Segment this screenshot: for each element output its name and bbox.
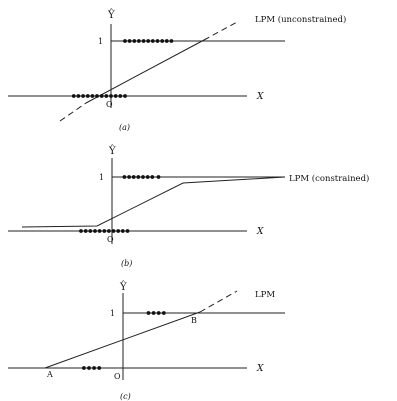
origin-label: O (106, 100, 113, 109)
observation-point-y1 (161, 311, 166, 315)
x-axis-label: X (256, 227, 264, 237)
observation-point-y1 (141, 39, 146, 43)
observation-point-y1 (150, 39, 155, 43)
observation-point-y0 (125, 229, 130, 233)
y-axis-label: Ŷ (108, 145, 116, 157)
observation-point-y0 (88, 229, 93, 233)
observation-point-y0 (107, 229, 111, 233)
y-axis-label: Ŷ (107, 9, 115, 21)
observation-point-y0 (83, 229, 88, 233)
observation-point-y0 (113, 94, 118, 98)
fitted-line (44, 311, 201, 369)
observation-point-y1 (151, 311, 156, 315)
observation-point-y0 (95, 94, 99, 98)
observation-point-y1 (169, 39, 174, 43)
observation-point-y1 (132, 39, 137, 43)
observation-point-y1 (164, 39, 169, 43)
observation-point-y1 (123, 39, 127, 43)
observation-point-y1 (150, 175, 155, 179)
observation-point-y1 (127, 175, 131, 179)
observation-point-y1 (146, 39, 151, 43)
y-tick-one-label: 1 (110, 309, 115, 318)
observation-point-y1 (156, 311, 161, 315)
observation-point-y0 (111, 229, 116, 233)
y-tick-one-label: 1 (99, 173, 104, 182)
observation-point-y1 (141, 175, 145, 179)
fitted-line-dashed-lower (59, 102, 87, 122)
panel-label: (b) (121, 259, 132, 268)
fitted-line (85, 39, 205, 104)
x-axis-label: X (256, 364, 264, 374)
observation-point-y1 (131, 175, 136, 179)
observation-point-y0 (85, 94, 90, 98)
observation-point-y0 (99, 94, 104, 98)
observation-point-y1 (156, 175, 161, 179)
observation-point-y0 (90, 94, 95, 98)
fitted-line (21, 176, 286, 228)
point-label-a: A (46, 370, 53, 379)
observations-at-one (146, 311, 166, 315)
observation-point-y0 (116, 229, 121, 233)
observation-point-y1 (137, 39, 141, 43)
observation-point-y1 (145, 175, 150, 179)
point-label-b: B (191, 316, 197, 325)
observation-point-y0 (93, 229, 97, 233)
observations-at-one (123, 39, 174, 43)
observation-point-y1 (155, 39, 160, 43)
observation-point-y0 (92, 366, 96, 370)
y-tick-one-label: 1 (98, 37, 103, 46)
observations-at-zero (82, 366, 102, 370)
line-label: LPM (constrained) (289, 173, 369, 184)
observation-point-y1 (146, 311, 151, 315)
panel-b: Ŷ X 1 O LPM (constrained) (b) (8, 145, 369, 268)
x-axis-label: X (256, 92, 264, 102)
observation-point-y1 (160, 39, 165, 43)
panel-label: (a) (119, 123, 130, 132)
line-label: LPM (255, 290, 275, 300)
observation-point-y0 (109, 94, 113, 98)
fitted-line-dashed-upper (199, 290, 238, 313)
panel-label: (c) (120, 392, 131, 401)
observation-point-y1 (122, 175, 127, 179)
observation-point-y0 (81, 94, 85, 98)
observation-point-y0 (123, 94, 127, 98)
observation-point-y0 (104, 94, 109, 98)
observation-point-y0 (71, 94, 76, 98)
observation-point-y0 (118, 94, 123, 98)
observation-point-y0 (97, 229, 102, 233)
observation-point-y1 (136, 175, 141, 179)
observations-at-one (122, 175, 161, 179)
panel-c: Ŷ X 1 O LPM A B (c) (8, 281, 285, 401)
fitted-line-dashed-upper (203, 20, 240, 41)
observation-point-y0 (102, 229, 107, 233)
origin-label: O (107, 235, 114, 244)
observation-point-y0 (120, 229, 125, 233)
panel-a: Ŷ X 1 O LPM (unconstrained) (a) (8, 9, 346, 132)
observation-point-y0 (76, 94, 81, 98)
y-axis-label: Ŷ (119, 281, 127, 293)
observations-at-zero (79, 229, 130, 233)
observations-at-zero (71, 94, 127, 98)
observation-point-y0 (79, 229, 83, 233)
line-label: LPM (unconstrained) (255, 14, 346, 25)
observation-point-y0 (87, 366, 91, 370)
observation-point-y0 (82, 366, 86, 370)
origin-label: O (114, 372, 121, 381)
observation-point-y1 (127, 39, 132, 43)
observation-point-y0 (97, 366, 102, 370)
